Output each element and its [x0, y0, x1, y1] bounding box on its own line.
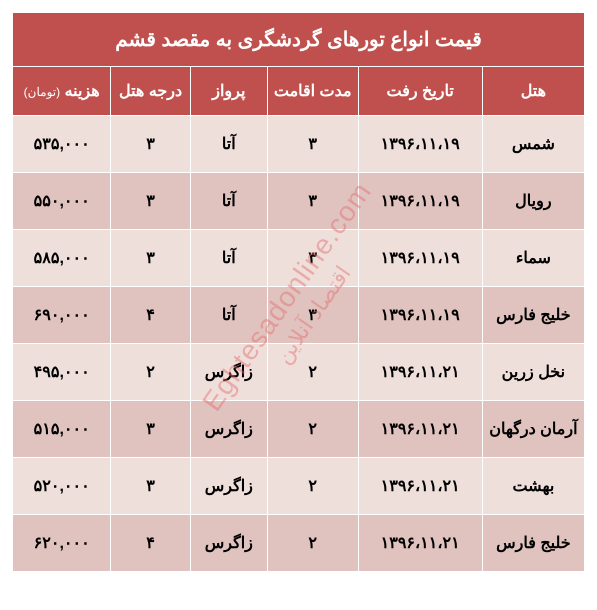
- cell-price: ۵۳۵,۰۰۰: [13, 116, 111, 173]
- cell-hotel: نخل زرین: [482, 344, 584, 401]
- col-header-flight: پرواز: [190, 67, 267, 116]
- cell-grade: ۳: [111, 458, 190, 515]
- table-title: قیمت انواع تورهای گردشگری به مقصد قشم: [13, 13, 585, 67]
- cell-date: ۱۳۹۶،۱۱،۱۹: [358, 116, 482, 173]
- col-header-date: تاریخ رفت: [358, 67, 482, 116]
- cell-stay: ۳: [267, 116, 358, 173]
- cell-date: ۱۳۹۶،۱۱،۱۹: [358, 287, 482, 344]
- cell-flight: آتا: [190, 173, 267, 230]
- cell-date: ۱۳۹۶،۱۱،۲۱: [358, 458, 482, 515]
- cell-flight: آتا: [190, 287, 267, 344]
- table-row: بهشت ۱۳۹۶،۱۱،۲۱ ۲ زاگرس ۳ ۵۲۰,۰۰۰: [13, 458, 585, 515]
- cell-hotel: خلیج فارس: [482, 287, 584, 344]
- cell-stay: ۳: [267, 230, 358, 287]
- cell-stay: ۳: [267, 287, 358, 344]
- table-row: رویال ۱۳۹۶،۱۱،۱۹ ۳ آتا ۳ ۵۵۰,۰۰۰: [13, 173, 585, 230]
- cell-price: ۵۱۵,۰۰۰: [13, 401, 111, 458]
- price-table: قیمت انواع تورهای گردشگری به مقصد قشم هت…: [12, 12, 585, 572]
- cell-flight: زاگرس: [190, 401, 267, 458]
- cell-date: ۱۳۹۶،۱۱،۱۹: [358, 230, 482, 287]
- title-row: قیمت انواع تورهای گردشگری به مقصد قشم: [13, 13, 585, 67]
- cell-hotel: شمس: [482, 116, 584, 173]
- cell-hotel: خلیج فارس: [482, 515, 584, 572]
- cell-price: ۶۹۰,۰۰۰: [13, 287, 111, 344]
- cell-hotel: آرمان درگهان: [482, 401, 584, 458]
- cell-stay: ۲: [267, 515, 358, 572]
- cell-price: ۵۸۵,۰۰۰: [13, 230, 111, 287]
- table-row: شمس ۱۳۹۶،۱۱،۱۹ ۳ آتا ۳ ۵۳۵,۰۰۰: [13, 116, 585, 173]
- cell-date: ۱۳۹۶،۱۱،۲۱: [358, 401, 482, 458]
- cell-grade: ۳: [111, 401, 190, 458]
- cell-stay: ۳: [267, 173, 358, 230]
- cell-price: ۵۲۰,۰۰۰: [13, 458, 111, 515]
- cell-stay: ۲: [267, 344, 358, 401]
- cell-grade: ۴: [111, 287, 190, 344]
- col-header-stay: مدت اقامت: [267, 67, 358, 116]
- cell-flight: آتا: [190, 116, 267, 173]
- table-row: خلیج فارس ۱۳۹۶،۱۱،۲۱ ۲ زاگرس ۴ ۶۲۰,۰۰۰: [13, 515, 585, 572]
- cell-flight: زاگرس: [190, 515, 267, 572]
- col-header-grade: درجه هتل: [111, 67, 190, 116]
- cell-date: ۱۳۹۶،۱۱،۲۱: [358, 515, 482, 572]
- cell-grade: ۳: [111, 230, 190, 287]
- cell-grade: ۲: [111, 344, 190, 401]
- cell-stay: ۲: [267, 401, 358, 458]
- table-body: شمس ۱۳۹۶،۱۱،۱۹ ۳ آتا ۳ ۵۳۵,۰۰۰ رویال ۱۳۹…: [13, 116, 585, 572]
- cell-date: ۱۳۹۶،۱۱،۱۹: [358, 173, 482, 230]
- table-row: آرمان درگهان ۱۳۹۶،۱۱،۲۱ ۲ زاگرس ۳ ۵۱۵,۰۰…: [13, 401, 585, 458]
- cell-hotel: رویال: [482, 173, 584, 230]
- cell-price: ۶۲۰,۰۰۰: [13, 515, 111, 572]
- cell-grade: ۴: [111, 515, 190, 572]
- cell-flight: زاگرس: [190, 344, 267, 401]
- table-row: سماء ۱۳۹۶،۱۱،۱۹ ۳ آتا ۳ ۵۸۵,۰۰۰: [13, 230, 585, 287]
- cell-price: ۴۹۵,۰۰۰: [13, 344, 111, 401]
- cell-hotel: سماء: [482, 230, 584, 287]
- cell-hotel: بهشت: [482, 458, 584, 515]
- table-row: نخل زرین ۱۳۹۶،۱۱،۲۱ ۲ زاگرس ۲ ۴۹۵,۰۰۰: [13, 344, 585, 401]
- cell-grade: ۳: [111, 116, 190, 173]
- col-header-hotel: هتل: [482, 67, 584, 116]
- price-label: هزینه: [65, 83, 100, 100]
- cell-flight: آتا: [190, 230, 267, 287]
- price-unit: (تومان): [24, 85, 60, 99]
- col-header-price: هزینه (تومان): [13, 67, 111, 116]
- cell-price: ۵۵۰,۰۰۰: [13, 173, 111, 230]
- table-row: خلیج فارس ۱۳۹۶،۱۱،۱۹ ۳ آتا ۴ ۶۹۰,۰۰۰: [13, 287, 585, 344]
- price-table-container: قیمت انواع تورهای گردشگری به مقصد قشم هت…: [0, 0, 597, 584]
- cell-stay: ۲: [267, 458, 358, 515]
- cell-grade: ۳: [111, 173, 190, 230]
- cell-date: ۱۳۹۶،۱۱،۲۱: [358, 344, 482, 401]
- cell-flight: زاگرس: [190, 458, 267, 515]
- header-row: هتل تاریخ رفت مدت اقامت پرواز درجه هتل ه…: [13, 67, 585, 116]
